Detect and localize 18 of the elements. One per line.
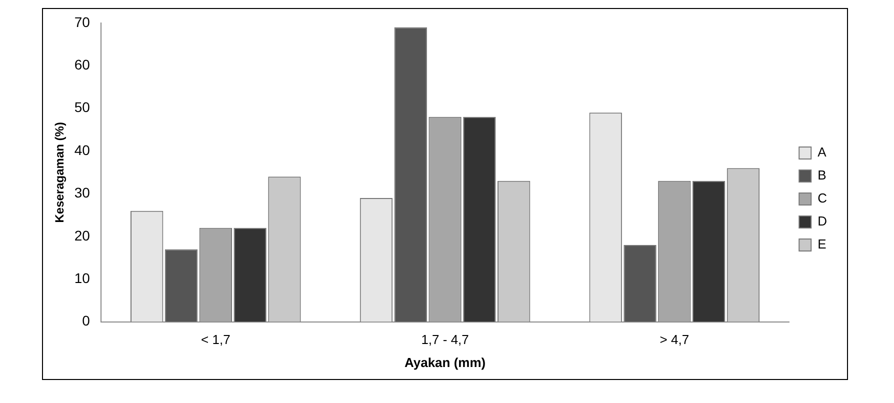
x-tick-label: > 4,7	[660, 332, 690, 348]
x-axis-title: Ayakan (mm)	[404, 354, 486, 370]
x-tick-label: < 1,7	[201, 332, 230, 348]
y-tick-label: 70	[74, 14, 90, 30]
y-axis-title: Keseragaman (%)	[52, 122, 67, 223]
y-tick-label: 50	[74, 99, 90, 116]
legend-label: C	[818, 190, 827, 206]
x-tick-label: 1,7 - 4,7	[421, 332, 469, 348]
y-tick-label: 0	[82, 312, 90, 329]
y-tick-label: 40	[74, 142, 90, 158]
y-tick-label: 20	[74, 227, 90, 244]
y-tick-label: 10	[74, 270, 90, 286]
y-tick-label: 30	[74, 184, 90, 201]
legend-label: B	[818, 168, 826, 183]
legend-label: A	[818, 144, 827, 160]
legend-label: E	[818, 236, 827, 252]
legend-label: D	[818, 214, 827, 229]
y-tick-label: 60	[74, 56, 90, 73]
